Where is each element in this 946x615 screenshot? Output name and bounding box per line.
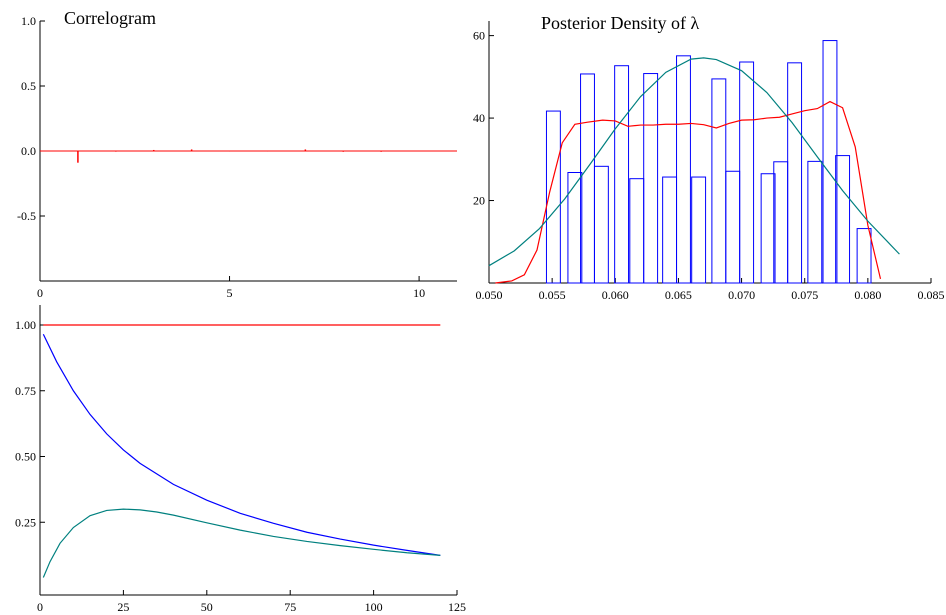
correlogram-y-tick-label: 0.5 (21, 79, 36, 93)
line-chart-x-tick-label: 125 (448, 600, 466, 614)
posterior-x-ticks: 0.050 0.055 0.060 0.065 0.070 0.075 0.080 0.085 (476, 278, 945, 302)
line-chart-x-tick-label: 50 (201, 600, 213, 614)
line-chart-x-tick-label: 75 (284, 600, 296, 614)
line-chart-y-tick-label: 0.25 (15, 515, 36, 529)
line-chart-y-ticks: 1.00 0.75 0.50 0.25 (15, 318, 45, 529)
histogram-bar (787, 62, 803, 284)
histogram-bar (567, 172, 583, 284)
series-line-blue (42, 333, 441, 556)
correlogram-y-tick-label: 1.0 (21, 14, 36, 28)
histogram-bar (835, 155, 851, 284)
histogram-bar (822, 40, 838, 284)
posterior-density-curves (488, 57, 900, 284)
posterior-density-panel: Posterior Density of λ 20 40 60 0.050 0.055… (473, 13, 945, 302)
histogram-bar (725, 170, 741, 284)
histogram-bar (691, 176, 707, 284)
histogram-bar (856, 228, 872, 284)
posterior-x-tick-label: 0.085 (918, 288, 945, 302)
posterior-y-tick-label: 60 (473, 29, 485, 43)
line-chart-panel: 1.00 0.75 0.50 0.25 0 25 50 75 100 125 (15, 305, 466, 614)
correlogram-x-tick-label: 0 (37, 286, 43, 300)
line-chart-x-tick-label: 25 (117, 600, 129, 614)
posterior-y-ticks: 20 40 60 (473, 29, 494, 208)
posterior-histogram (545, 40, 872, 284)
histogram-bar (614, 65, 630, 284)
correlogram-title: Correlogram (64, 8, 156, 28)
histogram-bar (711, 78, 727, 284)
correlogram-y-tick-label: -0.5 (17, 209, 36, 223)
posterior-x-tick-label: 0.070 (728, 288, 755, 302)
correlogram-x-tick-label: 10 (413, 286, 425, 300)
density-curve-teal (488, 57, 900, 267)
correlogram-panel: Correlogram 1.0 0.5 0.0 -0.5 0 5 10 (17, 8, 457, 300)
posterior-x-tick-label: 0.075 (791, 288, 818, 302)
correlogram-y-tick-label: 0.0 (21, 144, 36, 158)
histogram-bar (739, 61, 755, 284)
correlogram-y-ticks: 1.0 0.5 0.0 -0.5 (17, 14, 45, 223)
posterior-title: Posterior Density of λ (541, 13, 699, 33)
posterior-y-tick-label: 20 (473, 194, 485, 208)
posterior-x-tick-label: 0.080 (854, 288, 881, 302)
line-chart-series (42, 324, 441, 578)
correlogram-marks (40, 149, 457, 163)
posterior-x-tick-label: 0.050 (476, 288, 503, 302)
correlogram-x-tick-label: 5 (227, 286, 233, 300)
line-chart-y-tick-label: 0.50 (15, 450, 36, 464)
posterior-x-tick-label: 0.065 (665, 288, 692, 302)
histogram-bar (580, 73, 595, 284)
correlogram-x-ticks: 0 5 10 (37, 276, 425, 300)
posterior-x-tick-label: 0.060 (602, 288, 629, 302)
line-chart-y-tick-label: 0.75 (15, 384, 36, 398)
line-chart-y-tick-label: 1.00 (15, 318, 36, 332)
histogram-bar (662, 176, 678, 284)
histogram-bar (593, 165, 609, 284)
density-curve-red (495, 100, 882, 284)
histogram-bar (773, 161, 789, 284)
histogram-bar (676, 55, 691, 284)
histogram-bar (629, 178, 645, 284)
histogram-bar (643, 73, 659, 284)
histogram-bar (545, 110, 561, 284)
posterior-y-tick-label: 40 (473, 111, 485, 125)
posterior-x-tick-label: 0.055 (539, 288, 566, 302)
line-chart-x-ticks: 0 25 50 75 100 125 (37, 590, 466, 614)
line-chart-x-tick-label: 0 (37, 600, 43, 614)
histogram-bar (760, 173, 776, 284)
line-chart-x-tick-label: 100 (365, 600, 383, 614)
series-line-teal (42, 508, 441, 578)
histogram-bar (807, 160, 823, 284)
